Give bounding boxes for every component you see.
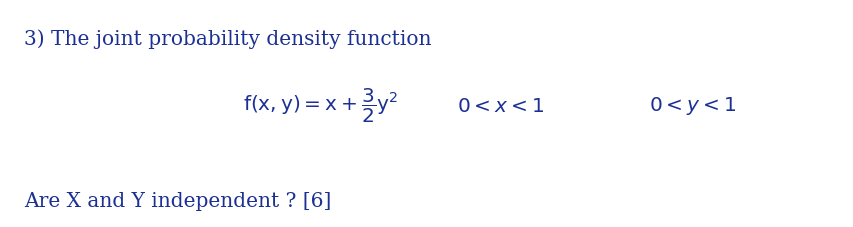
- Text: $0 < y < 1$: $0 < y < 1$: [648, 95, 735, 116]
- Text: 3) The joint probability density function: 3) The joint probability density functio…: [24, 30, 431, 49]
- Text: $\mathrm{f(x,y) = x + \dfrac{3}{2}y^{2}}$: $\mathrm{f(x,y) = x + \dfrac{3}{2}y^{2}}…: [243, 86, 398, 125]
- Text: $0 < x < 1$: $0 < x < 1$: [456, 96, 543, 115]
- Text: Are X and Y independent ? [6]: Are X and Y independent ? [6]: [24, 191, 331, 210]
